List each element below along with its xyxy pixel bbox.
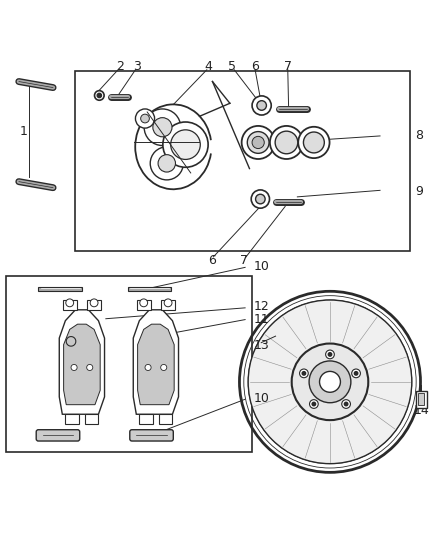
Circle shape: [242, 126, 275, 159]
Bar: [127, 287, 171, 292]
Circle shape: [292, 344, 368, 420]
Circle shape: [342, 400, 350, 408]
Circle shape: [251, 190, 269, 208]
Circle shape: [248, 300, 412, 464]
Text: 5: 5: [228, 60, 236, 73]
Text: 6: 6: [208, 254, 216, 267]
Circle shape: [300, 369, 308, 378]
Circle shape: [145, 365, 151, 370]
Circle shape: [255, 194, 265, 204]
Circle shape: [71, 365, 77, 370]
Bar: [139, 414, 153, 424]
Circle shape: [95, 91, 104, 100]
Text: 8: 8: [415, 130, 423, 142]
Circle shape: [87, 365, 93, 370]
Circle shape: [344, 402, 348, 406]
Text: 1: 1: [19, 125, 27, 138]
Text: 9: 9: [415, 185, 423, 198]
Text: 7: 7: [240, 254, 248, 267]
Text: 2: 2: [116, 60, 124, 73]
Circle shape: [312, 402, 316, 406]
Polygon shape: [59, 310, 105, 414]
Text: 4: 4: [205, 60, 212, 73]
Bar: [87, 300, 101, 310]
Circle shape: [135, 109, 155, 128]
Bar: [65, 414, 79, 424]
Circle shape: [257, 101, 266, 110]
Bar: [416, 391, 427, 408]
Polygon shape: [138, 324, 174, 405]
FancyBboxPatch shape: [36, 430, 80, 441]
Circle shape: [164, 299, 172, 307]
Bar: [39, 287, 82, 292]
Circle shape: [275, 131, 298, 154]
Circle shape: [270, 126, 303, 159]
Circle shape: [325, 350, 334, 359]
Bar: [75, 71, 410, 251]
Text: 14: 14: [413, 405, 429, 417]
Circle shape: [90, 299, 98, 307]
Text: 7: 7: [284, 60, 292, 73]
Text: 6: 6: [251, 60, 259, 73]
Circle shape: [150, 147, 184, 180]
Bar: [159, 414, 173, 424]
Bar: [6, 276, 252, 453]
Circle shape: [328, 353, 332, 356]
Text: 10: 10: [253, 260, 269, 273]
Circle shape: [97, 93, 102, 98]
FancyBboxPatch shape: [130, 430, 173, 441]
Circle shape: [140, 299, 148, 307]
Circle shape: [247, 132, 269, 154]
Circle shape: [309, 361, 351, 403]
Text: 12: 12: [253, 301, 269, 313]
Bar: [63, 300, 77, 310]
Bar: [418, 393, 424, 405]
Polygon shape: [133, 310, 179, 414]
Circle shape: [352, 369, 360, 378]
Circle shape: [252, 96, 271, 115]
Bar: [161, 300, 175, 310]
Polygon shape: [64, 324, 100, 405]
Circle shape: [153, 118, 172, 137]
Circle shape: [163, 122, 208, 167]
Circle shape: [320, 372, 340, 392]
Circle shape: [252, 136, 264, 149]
Bar: [85, 414, 99, 424]
Text: 10: 10: [253, 392, 269, 405]
Circle shape: [66, 299, 74, 307]
Circle shape: [302, 372, 306, 375]
Circle shape: [158, 155, 176, 172]
Circle shape: [161, 365, 167, 370]
Bar: [137, 300, 151, 310]
Circle shape: [141, 114, 149, 123]
Circle shape: [310, 400, 318, 408]
Text: 3: 3: [133, 60, 141, 73]
Circle shape: [298, 127, 329, 158]
Text: 11: 11: [253, 313, 269, 326]
Circle shape: [171, 130, 200, 159]
Circle shape: [144, 109, 181, 146]
Circle shape: [354, 372, 358, 375]
Text: 13: 13: [253, 339, 269, 352]
Circle shape: [304, 132, 324, 153]
